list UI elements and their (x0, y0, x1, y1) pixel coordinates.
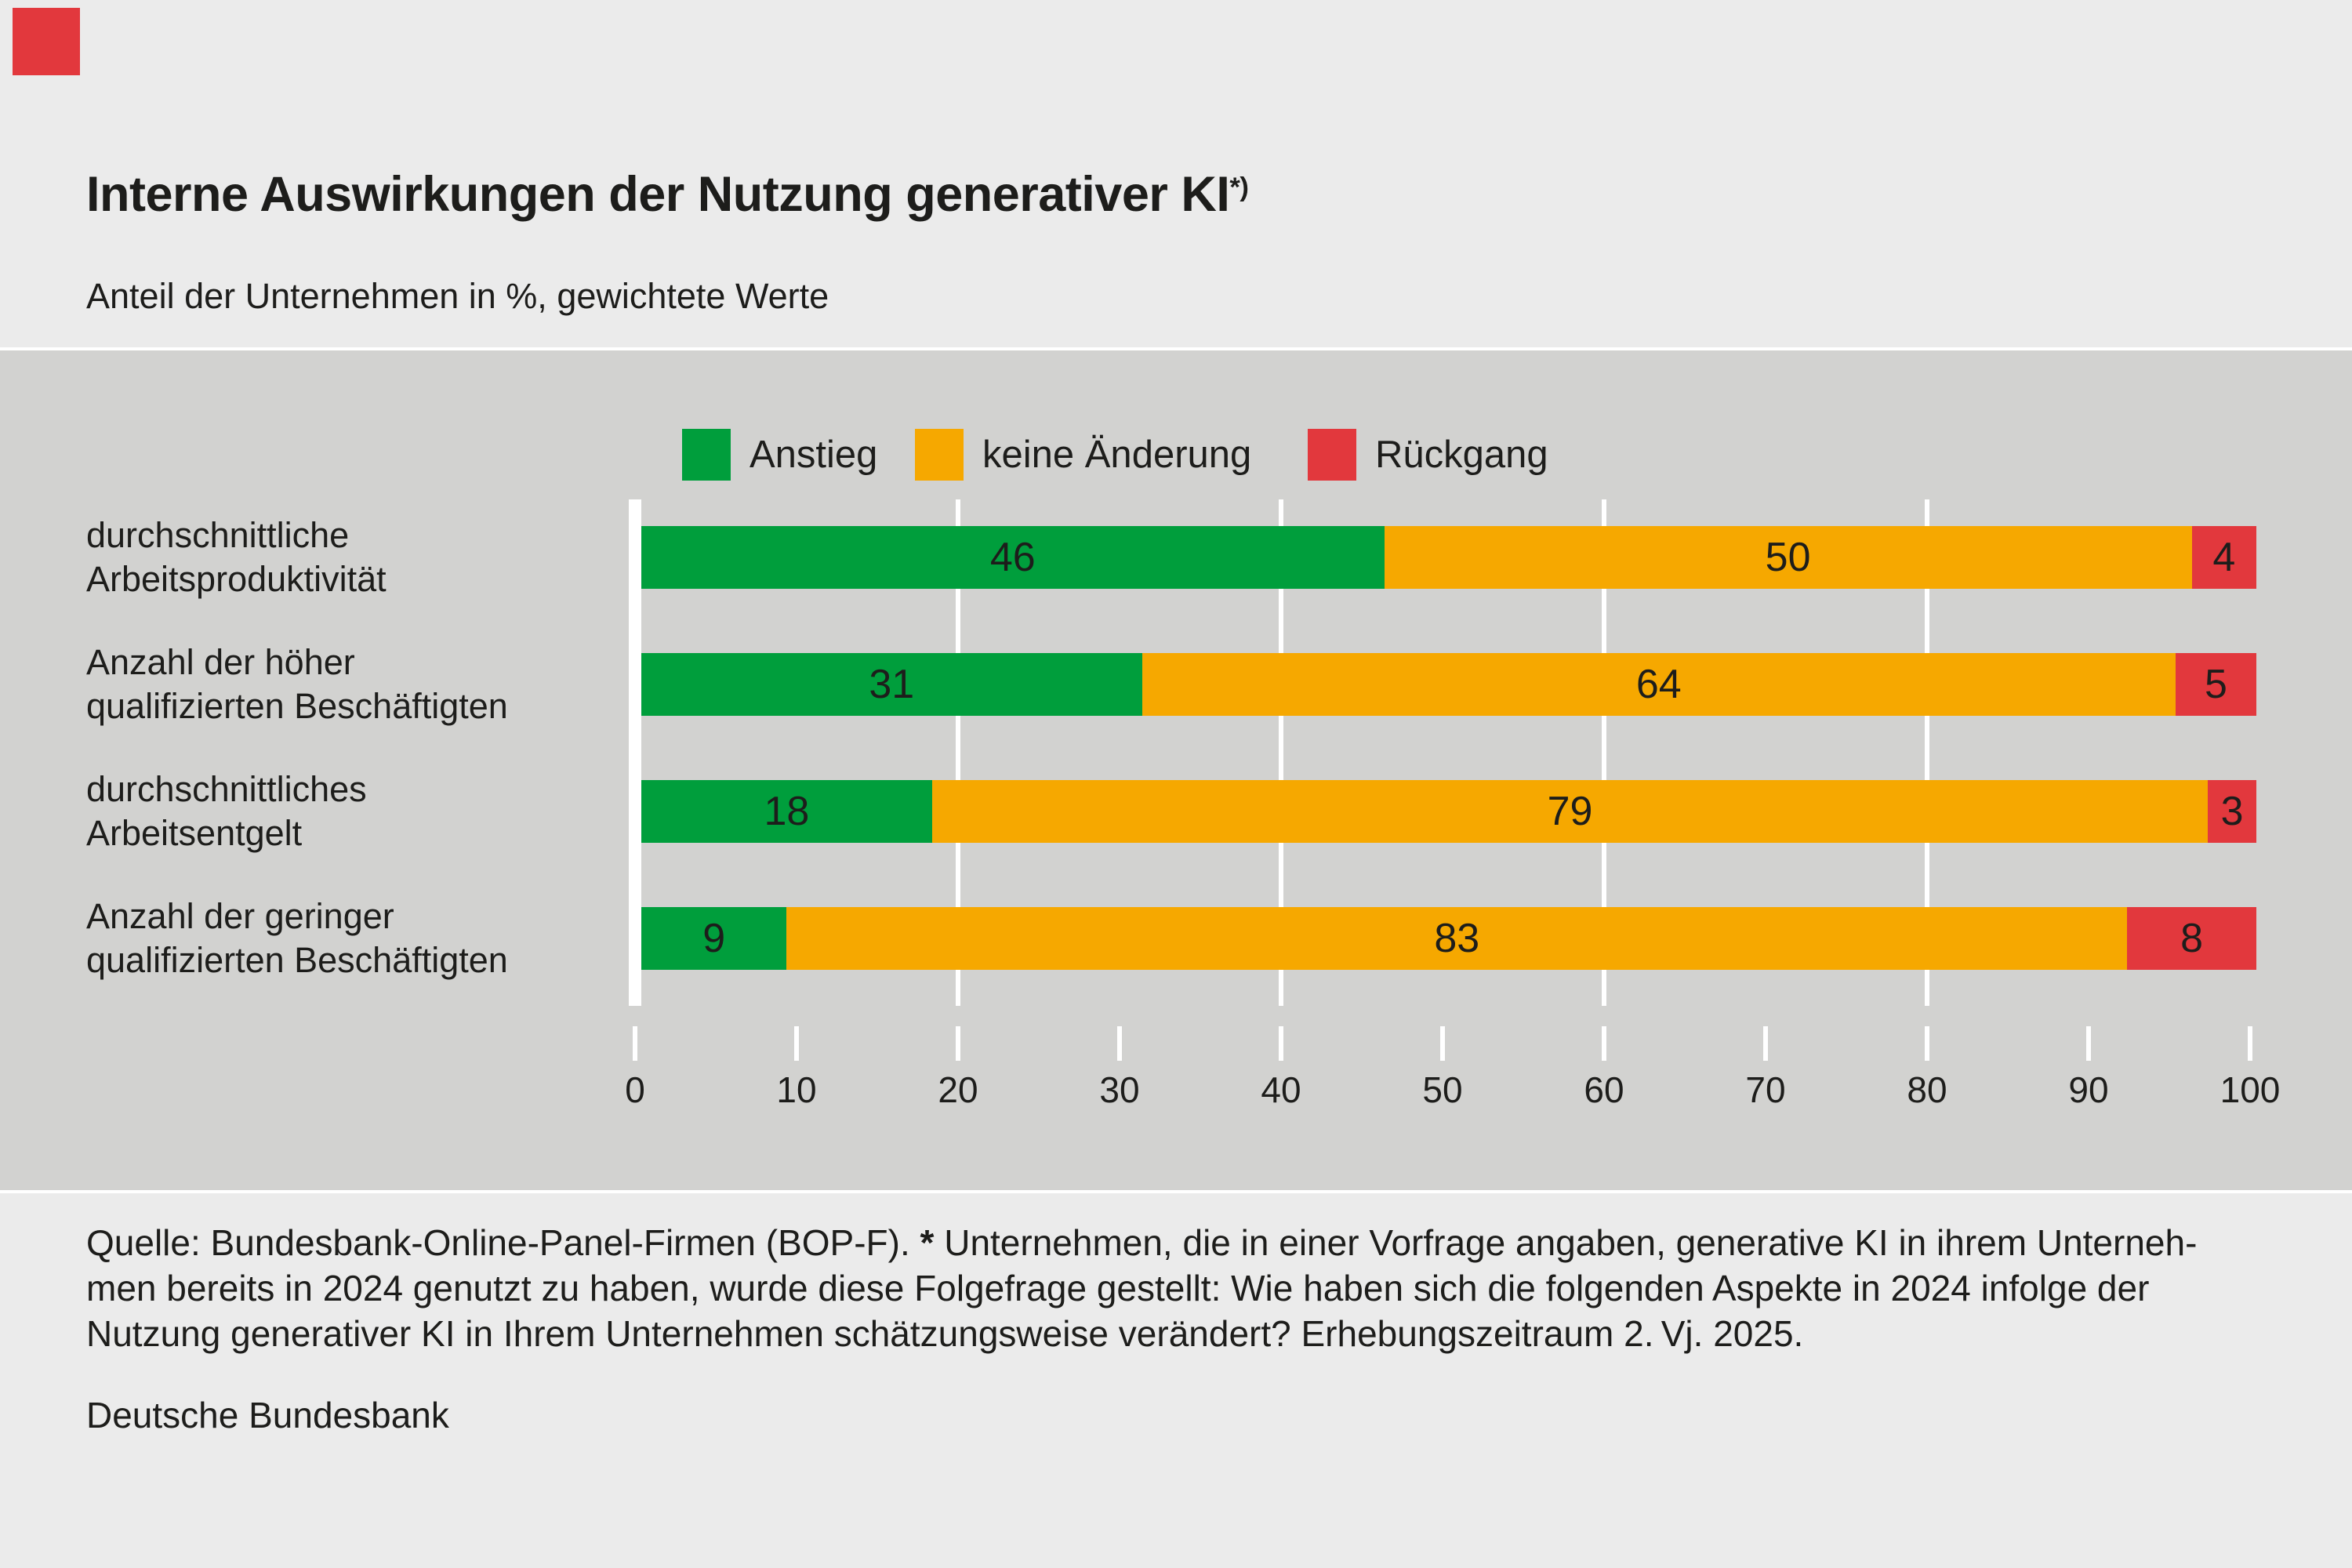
page-subtitle: Anteil der Unternehmen in %, gewichtete … (86, 276, 829, 316)
bar-segment-Anstieg: 31 (641, 653, 1142, 716)
bar-value-label: 4 (2212, 535, 2236, 580)
x-tick-0 (633, 1026, 637, 1061)
x-tick-label-10: 10 (776, 1069, 817, 1110)
legend-swatch-1 (682, 429, 731, 481)
bar-value-label: 31 (869, 662, 915, 707)
category-label-line: qualifizierten Beschäftigten (86, 940, 508, 980)
bar-segment-Rückgang: 4 (2191, 526, 2256, 589)
page-title-footnote-marker: *) (1229, 172, 1249, 202)
bar-segment-keine Änderung: 79 (931, 780, 2209, 843)
x-tick-label-0: 0 (625, 1069, 645, 1110)
x-tick-label-20: 20 (938, 1069, 978, 1110)
page-title: Interne Auswirkungen der Nutzung generat… (86, 166, 1249, 223)
category-label-line: Arbeitsproduktivität (86, 559, 387, 599)
page-title-text: Interne Auswirkungen der Nutzung generat… (86, 167, 1230, 222)
gridline-20 (956, 499, 960, 1006)
bar-segment-Anstieg: 9 (641, 907, 787, 970)
bar-segment-keine Änderung: 50 (1384, 526, 2192, 589)
x-tick-80 (1925, 1026, 1929, 1061)
category-label-line: Arbeitsentgelt (86, 813, 303, 853)
legend-label-1: Anstieg (750, 434, 878, 476)
bar-value-label: 8 (2180, 916, 2204, 961)
bar-segment-Rückgang: 3 (2208, 780, 2256, 843)
bar-value-label: 3 (2220, 789, 2244, 834)
bar-value-label: 50 (1765, 535, 1811, 580)
x-tick-label-100: 100 (2220, 1069, 2281, 1110)
x-tick-30 (1117, 1026, 1122, 1061)
bar-value-label: 9 (702, 916, 726, 961)
bar-value-label: 64 (1635, 662, 1682, 707)
x-tick-50 (1440, 1026, 1445, 1061)
x-tick-10 (794, 1026, 799, 1061)
gridline-60 (1602, 499, 1606, 1006)
source-label: Deutsche Bundesbank (86, 1395, 449, 1436)
category-label-3: durchschnittliches Arbeitsentgelt (86, 768, 604, 855)
bar-segment-Anstieg: 46 (641, 526, 1385, 589)
chart-area: Anstieg keine Änderung Rückgang durchschnit… (0, 350, 2352, 1190)
x-tick-label-80: 80 (1907, 1069, 1947, 1110)
x-tick-label-90: 90 (2068, 1069, 2109, 1110)
x-tick-40 (1279, 1026, 1283, 1061)
category-label-line: Anzahl der geringer (86, 896, 394, 936)
bar-segment-Anstieg: 18 (641, 780, 932, 843)
x-tick-label-30: 30 (1099, 1069, 1140, 1110)
bar-value-label: 18 (764, 789, 810, 834)
category-label-line: qualifizierten Beschäftigten (86, 686, 508, 726)
footnote-star: * (920, 1222, 935, 1263)
x-tick-20 (956, 1026, 960, 1061)
category-label-4: Anzahl der geringer qualifizierten Beschä… (86, 895, 604, 982)
x-tick-70 (1763, 1026, 1768, 1061)
bar-value-label: 46 (989, 535, 1036, 580)
band-top-separator (0, 347, 2352, 350)
category-label-line: durchschnittliches (86, 769, 367, 809)
category-label-1: durchschnittliche Arbeitsproduktivität (86, 514, 604, 601)
footnote: Quelle: Bundesbank-Online-Panel-Firmen (… (86, 1220, 2313, 1356)
x-tick-90 (2086, 1026, 2091, 1061)
y-axis-line (629, 499, 641, 1006)
category-label-line: Anzahl der höher (86, 642, 355, 682)
legend-swatch-3 (1308, 429, 1356, 481)
x-tick-label-70: 70 (1745, 1069, 1786, 1110)
bar-segment-Rückgang: 5 (2176, 653, 2256, 716)
x-tick-label-40: 40 (1261, 1069, 1301, 1110)
bar-value-label: 79 (1547, 789, 1593, 834)
gridline-80 (1925, 499, 1929, 1006)
footnote-line: Quelle: Bundesbank-Online-Panel-Firmen (… (86, 1222, 2198, 1263)
x-tick-label-60: 60 (1584, 1069, 1624, 1110)
x-tick-60 (1602, 1026, 1606, 1061)
footnote-line: men bereits in 2024 genutzt zu haben, wu… (86, 1268, 2150, 1308)
bar-value-label: 5 (2205, 662, 2227, 707)
footnote-line: Nutzung generativer KI in Ihrem Unterneh… (86, 1313, 1804, 1354)
category-label-line: durchschnittliche (86, 515, 350, 555)
x-tick-label-50: 50 (1422, 1069, 1463, 1110)
bar-segment-keine Änderung: 83 (786, 907, 2128, 970)
bar-segment-keine Änderung: 64 (1142, 653, 2176, 716)
legend-label-2: keine Änderung (982, 434, 1252, 476)
legend-swatch-2 (915, 429, 964, 481)
gridline-40 (1279, 499, 1283, 1006)
legend-label-3: Rückgang (1375, 434, 1548, 476)
category-label-2: Anzahl der höher qualifizierten Beschäfti… (86, 641, 604, 728)
x-tick-100 (2248, 1026, 2252, 1061)
bundesbank-logo-mark (13, 8, 80, 75)
bar-segment-Rückgang: 8 (2127, 907, 2256, 970)
bar-value-label: 83 (1434, 916, 1480, 961)
band-bottom-separator (0, 1190, 2352, 1193)
